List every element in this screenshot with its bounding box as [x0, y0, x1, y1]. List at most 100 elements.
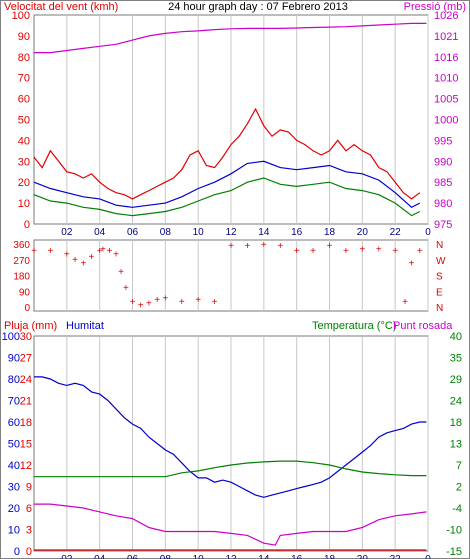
panel3-series-line-0	[34, 376, 427, 498]
panel3-rain-tick: 18	[20, 417, 32, 429]
panel3-x-tick-label: 22	[390, 554, 402, 559]
panel2-direction-point: +	[277, 241, 283, 252]
panel3-rain-tick: 12	[20, 460, 32, 472]
panel1-series-line-3	[33, 177, 421, 217]
panel1-x-tick-label: 0	[425, 227, 431, 238]
panel1-left-axis-title: Velocitat del vent (kmh)	[4, 1, 118, 13]
panel2-y-left-tick: 180	[13, 272, 30, 283]
panel3-humidity-tick: 20	[8, 503, 20, 515]
panel3-x-tick-label: 18	[324, 554, 336, 559]
panel1-x-tick-label: 08	[160, 227, 172, 238]
panel3-dewpoint-axis-title: Punt rosada	[393, 320, 453, 332]
panel3-humidity-tick: 90	[8, 353, 20, 365]
panel1-y-right-tick: 1026	[434, 10, 458, 22]
panel1-y-left-tick: 30	[18, 156, 30, 168]
panel2-y-left-tick: 90	[19, 287, 31, 298]
panel3-humidity-tick: 40	[8, 460, 20, 472]
panel1-y-left-tick: 10	[18, 198, 30, 210]
panel3-humidity-tick: 80	[8, 374, 20, 386]
panel3-humidity-tick: 10	[8, 525, 20, 537]
panel2-direction-point: +	[97, 246, 103, 257]
panel3-rain-tick: 15	[20, 439, 32, 451]
panel3-series-line-1	[34, 460, 427, 478]
panel1-x-tick-label: 02	[61, 227, 73, 238]
panel3-temp-tick: 18	[450, 417, 462, 429]
panel1-y-left-tick: 90	[18, 31, 30, 43]
panel2-direction-point: +	[100, 244, 106, 255]
panel2-direction-point: +	[123, 283, 129, 294]
panel3-humidity-tick: 60	[8, 417, 20, 429]
panel1-y-left-tick: 0	[24, 219, 30, 231]
panel2-y-right-tick: W	[436, 256, 446, 267]
panel1-y-right-tick: 1005	[434, 94, 458, 106]
panel1-y-right-tick: 1016	[434, 52, 458, 64]
panel2-direction-point: +	[130, 297, 136, 308]
panel2-y-left-tick: 0	[24, 303, 30, 314]
panel3-temp-tick: -10	[446, 525, 462, 537]
panel1-x-tick-label: 10	[193, 227, 205, 238]
panel3-humidity-axis-title: Humitat	[66, 320, 104, 332]
panel2-y-right-tick: N	[436, 303, 443, 314]
panel3-rain-tick: 0	[26, 546, 32, 558]
panel2-direction-point: +	[47, 246, 53, 257]
panel2-direction-point: +	[72, 255, 78, 266]
panel1-y-right-tick: 1010	[434, 73, 458, 85]
panel1-y-right-tick: 995	[434, 135, 452, 147]
panel3-x-tick-label: 12	[225, 554, 237, 559]
panel2-direction-point: +	[212, 297, 218, 308]
panel2-direction-point: +	[162, 293, 168, 304]
panel1-x-tick-label: 12	[225, 227, 237, 238]
panel1-x-tick-label: 06	[127, 227, 139, 238]
panel1-series-line-2	[33, 160, 421, 209]
panel3-series-line-2	[34, 503, 427, 546]
panel3-humidity-tick: 0	[14, 546, 20, 558]
panel3-x-tick-label: 20	[357, 554, 369, 559]
panel3-rain-tick: 30	[20, 331, 32, 343]
panel1-y-left-tick: 80	[18, 52, 30, 64]
panel3-x-tick-label: 06	[127, 554, 139, 559]
panel1-y-right-tick: 1021	[434, 31, 458, 43]
panel2-direction-point: +	[376, 244, 382, 255]
panel2-direction-point: +	[64, 250, 70, 261]
panel3-humidity-tick: 30	[8, 482, 20, 494]
panel1-y-right-tick: 975	[434, 219, 452, 231]
panel2-direction-point: +	[154, 295, 160, 306]
panel3-temp-tick: 13	[450, 439, 462, 451]
panel2-direction-point: +	[310, 246, 316, 257]
panel1-series-line-1	[34, 22, 427, 54]
panel3-temp-tick: -4	[452, 503, 462, 515]
panel1-y-left-tick: 50	[18, 115, 30, 127]
panel2-direction-point: +	[392, 246, 398, 257]
panel2-direction-point: +	[327, 241, 333, 252]
panel2-direction-point: +	[228, 241, 234, 252]
panel2-direction-point: +	[244, 241, 250, 252]
panel1-x-tick-label: 16	[291, 227, 303, 238]
panel1-x-tick-label: 14	[258, 227, 270, 238]
panel2-direction-point: +	[294, 246, 300, 257]
panel2-direction-point: +	[80, 258, 86, 269]
panel2-direction-point: +	[409, 258, 415, 269]
panel3-x-tick-label: 16	[291, 554, 303, 559]
panel3-humidity-tick: 100	[2, 331, 20, 343]
panel3-humidity-tick: 70	[8, 396, 20, 408]
panel1-y-right-tick: 1000	[434, 115, 458, 127]
panel3-rain-tick: 24	[20, 374, 32, 386]
panel3-rain-tick: 6	[26, 503, 32, 515]
panel1-y-right-tick: 985	[434, 177, 452, 189]
panel1-y-left-tick: 20	[18, 177, 30, 189]
panel3-rain-axis-title: Pluja (mm)	[4, 320, 57, 332]
panel1-y-right-tick: 990	[434, 156, 452, 168]
panel2-direction-point: +	[146, 299, 152, 310]
panel2-direction-point: +	[195, 295, 201, 306]
panel2-y-right-tick: S	[436, 272, 443, 283]
panel3-temp-tick: -15	[446, 546, 462, 558]
panel2-y-right-tick: N	[436, 240, 443, 251]
panel3-rain-tick: 3	[26, 525, 32, 537]
panel2-direction-point: +	[402, 297, 408, 308]
panel3-temp-tick: 24	[450, 396, 462, 408]
panel3-temp-tick: 40	[450, 331, 462, 343]
panel2-y-left-tick: 360	[13, 240, 30, 251]
panel3-temp-tick: 7	[456, 460, 462, 472]
panel2-direction-point: +	[359, 244, 365, 255]
panel3-x-tick-label: 08	[160, 554, 172, 559]
